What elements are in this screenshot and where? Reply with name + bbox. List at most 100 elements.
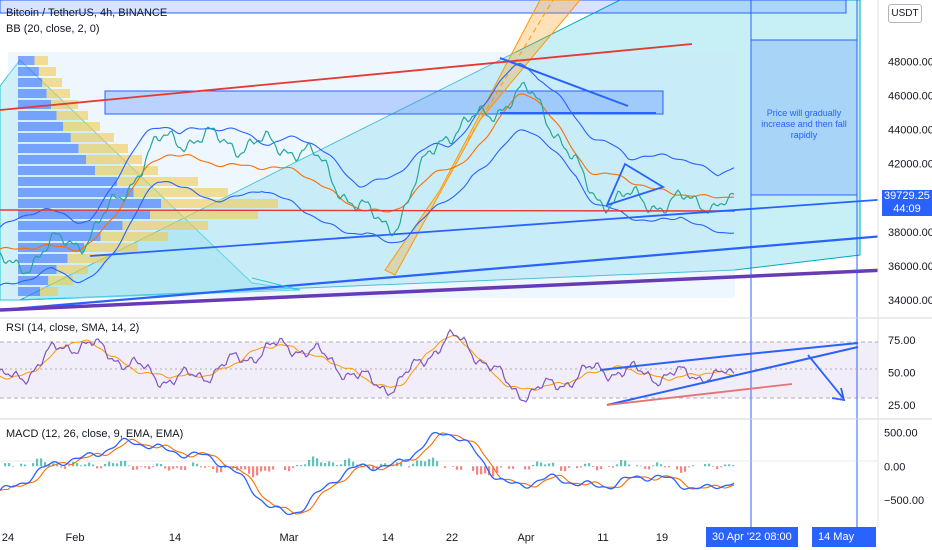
macd-hist-bar	[500, 466, 503, 468]
top-blue-box[interactable]	[0, 0, 847, 14]
macd-hist-bar	[472, 466, 475, 471]
macd-hist-bar	[424, 461, 427, 467]
volume-row-up	[18, 67, 39, 76]
price-tick-label: 42000.00	[888, 159, 932, 171]
macd-tick-label: 0.00	[884, 461, 905, 473]
macd-hist-bar	[552, 462, 555, 467]
time-tick-label: 19	[656, 532, 668, 544]
macd-hist-bar	[688, 466, 691, 468]
rsi-indicator-label[interactable]: RSI (14, close, SMA, 14, 2)	[6, 322, 140, 334]
purple-trend-line[interactable]	[0, 268, 932, 312]
macd-hist-bar	[624, 460, 627, 467]
currency-button[interactable]: USDT	[888, 4, 922, 23]
macd-hist-bar	[52, 463, 55, 467]
macd-hist-bar	[308, 459, 311, 467]
volume-row-down	[100, 232, 168, 241]
macd-hist-bar	[180, 466, 183, 470]
volume-row-down	[38, 67, 56, 76]
volume-row-down	[161, 199, 278, 208]
macd-hist-bar	[360, 464, 363, 467]
macd-hist-bar	[428, 459, 431, 467]
rsi-channel-top-ext[interactable]	[727, 342, 859, 357]
macd-hist-bar	[380, 463, 383, 467]
volume-row-up	[18, 287, 40, 296]
blue-wedge-top[interactable]	[499, 57, 629, 107]
macd-hist-bar	[264, 466, 267, 471]
macd-hist-bar	[312, 456, 315, 467]
last-price-tag: 39729.25 44:09	[882, 190, 932, 216]
macd-hist-bar	[648, 466, 651, 470]
macd-hist-bar	[656, 462, 659, 467]
macd-hist-bar	[208, 466, 211, 467]
red-support-line[interactable]	[0, 209, 736, 212]
price-axis[interactable]: 34000.0036000.0038000.0040000.0042000.00…	[888, 56, 932, 307]
rsi-red-line[interactable]	[606, 383, 793, 406]
volume-row-down	[95, 166, 158, 175]
price-tick-label: 48000.00	[888, 56, 932, 68]
volume-row-up	[18, 111, 57, 120]
volume-row-down	[67, 254, 108, 263]
macd-hist-bar	[96, 466, 99, 469]
time-axis[interactable]: 24 Feb 14 Mar 14 22 Apr 11 19	[2, 532, 668, 544]
macd-hist-bar	[460, 466, 463, 470]
macd-hist-bar	[120, 461, 123, 467]
red-trend-line[interactable]	[0, 43, 693, 111]
macd-hist-bar	[400, 462, 403, 467]
macd-hist-bar	[172, 466, 175, 469]
volume-row-up	[18, 133, 71, 142]
volume-row-down	[84, 243, 138, 252]
volume-row-down	[34, 56, 48, 65]
bb-indicator-label[interactable]: BB (20, close, 2, 0)	[6, 23, 100, 35]
volume-row-down	[150, 210, 258, 219]
volume-row-up	[18, 89, 47, 98]
bar-countdown: 44:09	[893, 203, 921, 215]
macd-tick-label: 500.00	[884, 428, 918, 440]
last-price-value: 39729.25	[884, 190, 930, 202]
macd-hist-bar	[212, 466, 215, 469]
volume-row-up	[18, 166, 95, 175]
macd-hist-bar	[724, 464, 727, 467]
rsi-line	[0, 328, 735, 403]
projection-annotation[interactable]: Price will gradually increase and then f…	[761, 108, 847, 140]
orange-channel[interactable]	[384, 0, 581, 276]
volume-row-up	[18, 243, 84, 252]
macd-hist-bar	[288, 466, 291, 472]
macd-hist-bar	[112, 463, 115, 467]
macd-hist-bar	[164, 466, 167, 469]
macd-hist-bar	[664, 466, 667, 468]
time-tick-label: 14	[169, 532, 181, 544]
macd-hist-bar	[668, 466, 671, 468]
volume-row-up	[18, 232, 101, 241]
rsi-channel-top[interactable]	[599, 355, 729, 371]
macd-hist-bar	[84, 464, 87, 467]
macd-hist-bar	[620, 460, 623, 467]
volume-row-up	[18, 78, 43, 87]
price-tick-label: 36000.00	[888, 261, 932, 273]
macd-hist-bar	[536, 461, 539, 467]
macd-hist-bar	[56, 463, 59, 467]
macd-pane	[0, 431, 878, 516]
macd-hist-bar	[452, 466, 455, 467]
rsi-axis[interactable]: 25.00 50.00 75.00	[888, 335, 916, 412]
macd-hist-bar	[712, 466, 715, 467]
triangle-pattern[interactable]	[605, 162, 666, 207]
blue-rising-support[interactable]	[89, 196, 932, 257]
blue-long-trend[interactable]	[0, 232, 932, 312]
resistance-zone[interactable]	[104, 90, 664, 115]
volume-row-down	[42, 78, 62, 87]
macd-hist-bar	[680, 466, 683, 473]
macd-indicator-label[interactable]: MACD (12, 26, close, 9, EMA, EMA)	[6, 428, 184, 440]
macd-hist-bar	[156, 463, 159, 467]
macd-axis[interactable]: −500.00 0.00 500.00	[884, 428, 924, 508]
macd-hist-bar	[652, 465, 655, 467]
cyan-triangle-zone[interactable]	[19, 0, 861, 301]
rsi-channel-bottom[interactable]	[606, 346, 859, 406]
macd-hist-bar	[708, 463, 711, 467]
rsi-down-arrow[interactable]	[807, 354, 844, 399]
macd-hist-bar	[340, 464, 343, 467]
macd-hist-bar	[116, 463, 119, 467]
macd-hist-bar	[716, 466, 719, 470]
macd-hist-bar	[244, 466, 247, 470]
volume-row-up	[18, 210, 150, 219]
